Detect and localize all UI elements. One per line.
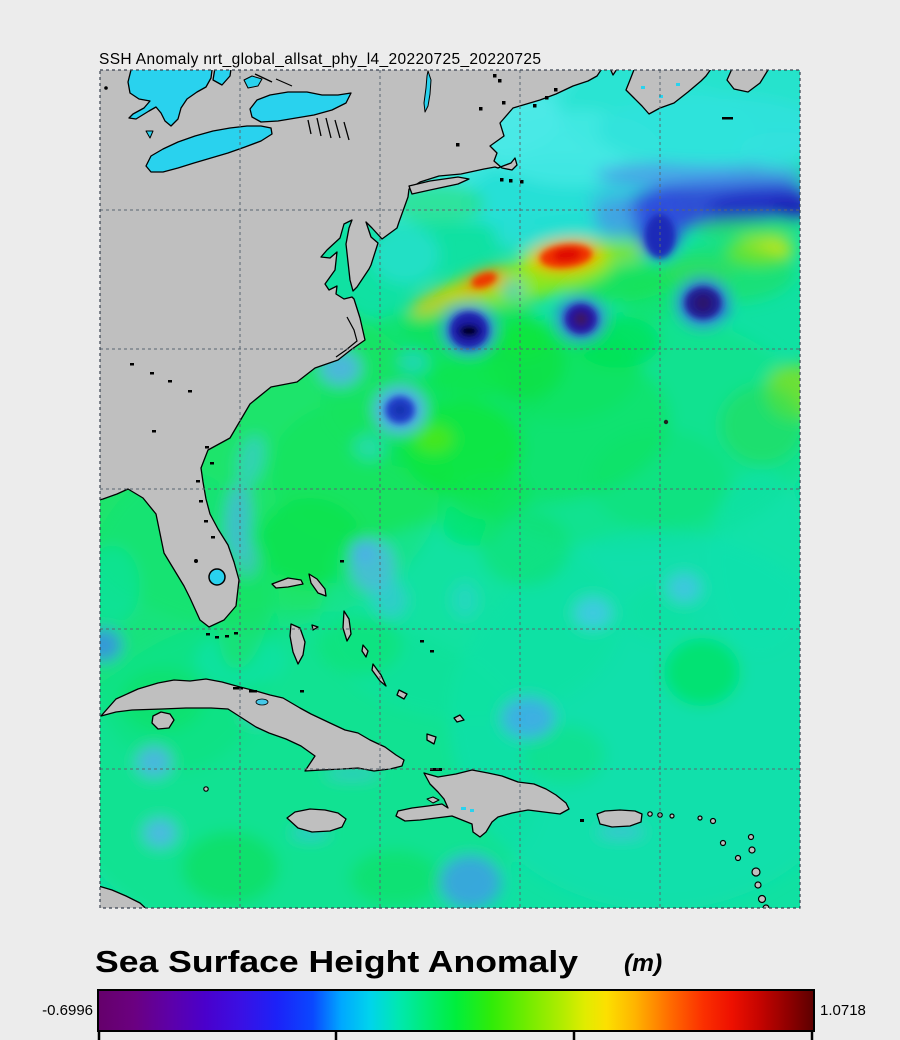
svg-text:(m): (m) [624, 950, 662, 977]
svg-text:Sea Surface Height Anomaly: Sea Surface Height Anomaly [95, 944, 579, 979]
svg-text:-0.6996: -0.6996 [42, 1002, 93, 1019]
svg-text:1.0718: 1.0718 [820, 1002, 866, 1019]
svg-text:SSH Anomaly nrt_global_allsat_: SSH Anomaly nrt_global_allsat_phy_l4_202… [99, 51, 541, 68]
